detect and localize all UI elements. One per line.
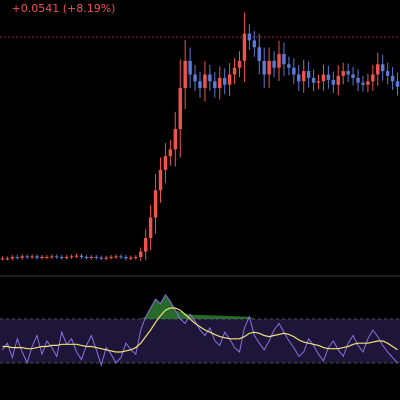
candle-body — [139, 251, 143, 258]
candle-body — [124, 257, 128, 259]
candle-body — [148, 217, 153, 238]
candle-body — [25, 256, 29, 258]
rsi-overbought-fill — [140, 294, 255, 319]
candle-body — [351, 74, 355, 78]
candle-body — [242, 33, 247, 61]
candle-body — [257, 47, 261, 61]
candle-body — [35, 256, 39, 258]
candle-body — [74, 255, 79, 257]
candle-body — [64, 257, 69, 259]
candle-body — [84, 257, 89, 259]
candle-body — [272, 60, 276, 68]
candle-body — [158, 169, 163, 191]
candle-body — [89, 257, 94, 259]
rsi-signal-line — [2, 307, 398, 353]
candle-body — [134, 257, 138, 259]
candle-body — [79, 255, 84, 258]
candle-body — [282, 54, 286, 65]
candle-body — [94, 257, 99, 259]
candle-body — [366, 81, 370, 85]
candle-body — [15, 257, 20, 259]
candle-body — [10, 257, 15, 259]
candle-body — [356, 77, 360, 83]
candle-body — [277, 54, 281, 68]
candle-body — [262, 60, 266, 75]
candle-body — [30, 256, 34, 258]
candle-body — [109, 257, 113, 259]
candle-body — [119, 256, 123, 258]
candle-body — [380, 64, 385, 72]
candle-body — [198, 81, 202, 89]
candle-body — [99, 257, 103, 259]
candle-body — [183, 60, 187, 89]
candle-body — [5, 258, 10, 260]
rsi-line — [2, 293, 398, 367]
candle-body — [188, 60, 192, 75]
candle-body — [316, 81, 321, 83]
candle-body — [395, 81, 400, 87]
candle-body — [55, 256, 59, 258]
candle-body — [0, 258, 5, 260]
candle-body — [227, 74, 232, 85]
candle-body — [40, 257, 44, 259]
candle-body — [331, 79, 336, 85]
candle-body — [252, 40, 257, 48]
candle-body — [163, 156, 168, 170]
candle-body — [208, 74, 212, 82]
candle-body — [218, 77, 222, 89]
candle-body — [143, 237, 148, 252]
candle-body — [168, 149, 173, 157]
candle-body — [60, 257, 64, 259]
candle-body — [237, 60, 242, 68]
price-change-readout: +0.0541 (+8.19%) — [0, 2, 116, 16]
candle-body — [153, 190, 158, 218]
candle-body — [376, 64, 380, 75]
candle-body — [292, 67, 296, 75]
candle-body — [129, 257, 133, 259]
candle-body — [247, 33, 252, 41]
candle-body — [361, 82, 365, 85]
candle-body — [301, 71, 306, 82]
candle-body — [193, 74, 197, 82]
candle-body — [321, 74, 326, 82]
candle-body — [69, 256, 74, 258]
candle-body — [267, 60, 271, 75]
candle-body — [336, 75, 340, 85]
price-change-text: +0.0541 (+8.19%) — [11, 2, 116, 15]
candle-body — [385, 71, 390, 76]
candle-body — [390, 75, 395, 82]
candle-body — [45, 257, 49, 259]
candle-body — [297, 74, 301, 82]
candle-body — [326, 74, 331, 80]
candle-body — [178, 88, 182, 129]
candle-body — [114, 256, 118, 258]
candle-body — [232, 67, 237, 75]
price-pane[interactable] — [0, 12, 400, 277]
candle-body — [311, 77, 316, 83]
rsi-pane[interactable] — [0, 293, 400, 367]
candle-body — [346, 71, 350, 75]
candle-body — [287, 64, 291, 68]
candle-body — [341, 71, 345, 76]
candle-body — [104, 257, 108, 259]
candle-body — [50, 256, 54, 258]
candle-body — [306, 71, 311, 78]
candle-body — [203, 74, 207, 89]
candle-body — [173, 128, 178, 150]
candle-body — [20, 256, 24, 258]
candle-body — [222, 77, 227, 85]
candle-body — [213, 81, 217, 89]
candle-body — [371, 74, 375, 82]
